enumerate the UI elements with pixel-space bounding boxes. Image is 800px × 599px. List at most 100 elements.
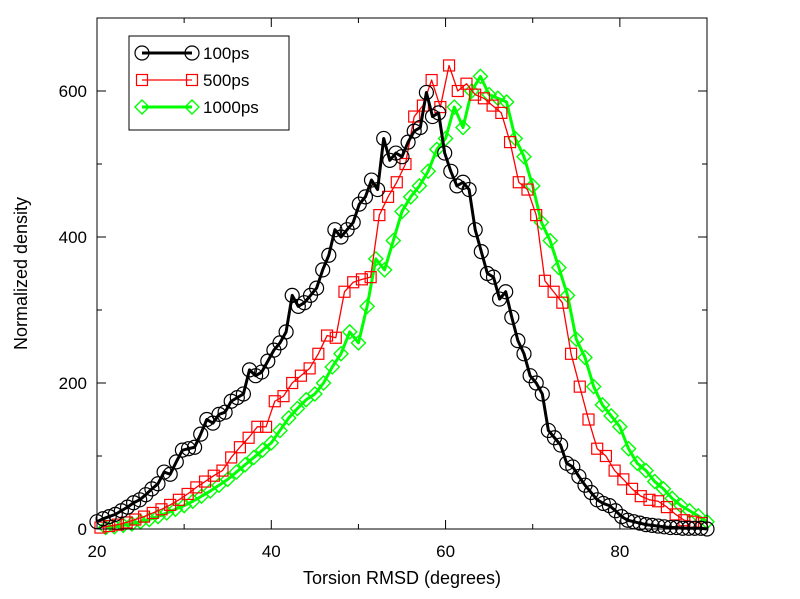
data-point-100ps xyxy=(162,466,178,482)
data-point-500ps xyxy=(678,514,691,527)
data-point-1000ps xyxy=(402,188,419,205)
data-point-100ps xyxy=(485,269,502,285)
data-point-1000ps xyxy=(245,449,262,466)
data-point-1000ps xyxy=(629,455,646,472)
data-point-500ps xyxy=(94,521,107,534)
data-point-100ps xyxy=(174,442,190,458)
data-point-500ps xyxy=(373,209,386,222)
y-tick-label: 200 xyxy=(59,374,87,393)
data-point-100ps xyxy=(370,181,386,198)
legend-marker-1000ps xyxy=(134,99,150,115)
data-point-500ps xyxy=(303,362,316,375)
data-point-500ps xyxy=(503,136,517,149)
data-point-500ps xyxy=(390,176,403,189)
data-point-1000ps xyxy=(620,440,637,457)
data-point-500ps xyxy=(634,490,647,503)
data-point-100ps xyxy=(315,262,331,278)
data-point-100ps xyxy=(662,519,679,536)
data-point-100ps xyxy=(552,437,569,453)
data-point-100ps xyxy=(394,149,410,165)
data-point-100ps xyxy=(101,508,117,525)
data-point-500ps xyxy=(591,442,604,455)
data-point-500ps xyxy=(460,77,473,90)
data-point-500ps xyxy=(608,464,621,477)
data-point-100ps xyxy=(607,503,624,519)
data-point-1000ps xyxy=(167,501,184,518)
data-point-500ps xyxy=(338,285,351,298)
data-point-1000ps xyxy=(289,400,306,417)
data-point-500ps xyxy=(512,176,525,189)
data-point-100ps xyxy=(412,119,428,136)
data-point-1000ps xyxy=(141,511,158,528)
data-point-1000ps xyxy=(638,462,654,479)
data-point-1000ps xyxy=(394,203,410,220)
data-point-1000ps xyxy=(237,456,254,473)
legend-marker-500ps xyxy=(135,73,149,87)
data-point-500ps xyxy=(442,59,456,72)
legend-marker-100ps xyxy=(134,45,150,61)
x-tick-label: 20 xyxy=(88,542,107,561)
x-tick-label: 80 xyxy=(610,542,629,561)
data-point-1000ps xyxy=(228,464,245,481)
data-point-500ps xyxy=(477,92,491,105)
data-point-100ps xyxy=(534,386,550,402)
data-point-100ps xyxy=(193,426,209,442)
data-point-1000ps xyxy=(585,378,602,395)
data-point-1000ps xyxy=(263,434,280,451)
data-point-500ps xyxy=(486,99,499,112)
series-100ps xyxy=(89,84,715,537)
legend-label-1000ps: 1000ps xyxy=(203,98,259,117)
data-point-100ps xyxy=(681,520,697,536)
data-point-100ps xyxy=(693,520,709,536)
data-point-1000ps xyxy=(306,385,323,402)
legend-marker-500ps xyxy=(185,73,199,87)
data-point-1000ps xyxy=(315,375,332,391)
data-point-100ps xyxy=(656,519,672,535)
data-point-500ps xyxy=(564,347,578,360)
data-point-500ps xyxy=(120,516,133,529)
data-point-100ps xyxy=(241,362,258,378)
data-point-1000ps xyxy=(603,407,620,424)
data-point-100ps xyxy=(516,346,532,362)
y-tick-label: 0 xyxy=(78,520,87,539)
data-point-100ps xyxy=(309,280,325,296)
plot-frame xyxy=(96,17,708,530)
data-point-100ps xyxy=(187,439,203,455)
data-point-100ps xyxy=(473,244,489,260)
data-point-100ps xyxy=(278,324,294,340)
data-point-1000ps xyxy=(611,418,628,435)
data-point-100ps xyxy=(205,415,221,431)
data-point-500ps xyxy=(216,464,229,477)
data-point-500ps xyxy=(660,501,674,514)
data-point-100ps xyxy=(467,222,483,238)
data-point-100ps xyxy=(431,105,447,121)
data-point-500ps xyxy=(294,369,308,382)
data-point-1000ps xyxy=(341,323,358,340)
x-tick-label: 40 xyxy=(262,542,281,561)
data-point-1000ps xyxy=(115,517,132,534)
data-point-100ps xyxy=(168,454,184,470)
data-point-500ps xyxy=(530,209,543,222)
data-point-100ps xyxy=(510,333,526,349)
data-point-500ps xyxy=(347,276,360,289)
legend-marker-1000ps xyxy=(184,99,200,115)
data-point-500ps xyxy=(381,190,395,203)
data-point-500ps xyxy=(137,510,151,523)
data-point-1000ps xyxy=(455,119,471,136)
data-point-100ps xyxy=(138,487,154,503)
tick-labels: 20 40 60 80 0 200 400 600 xyxy=(59,82,630,561)
data-point-100ps xyxy=(357,189,373,205)
data-point-100ps xyxy=(443,163,459,179)
data-point-500ps xyxy=(155,503,168,516)
data-point-500ps xyxy=(582,413,595,426)
data-point-100ps xyxy=(461,181,477,198)
data-point-500ps xyxy=(408,110,421,123)
legend-entry-100ps: 100ps xyxy=(134,44,249,63)
data-point-100ps xyxy=(620,512,636,528)
y-tick-label: 600 xyxy=(59,82,87,101)
x-axis-title: Torsion RMSD (degrees) xyxy=(303,568,501,588)
data-point-100ps xyxy=(132,492,148,508)
data-point-500ps xyxy=(599,449,613,463)
